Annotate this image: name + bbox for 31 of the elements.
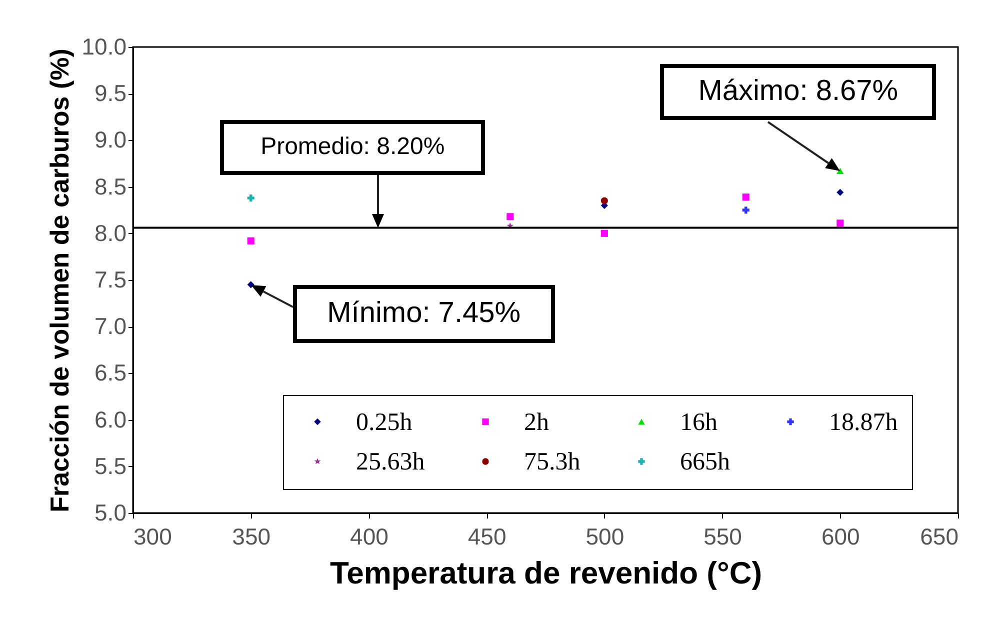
x-tick-label: 500 <box>586 524 624 550</box>
legend-label: 75.3h <box>524 448 581 476</box>
x-tick-label: 450 <box>468 524 506 550</box>
legend-label: 16h <box>680 408 718 436</box>
legend-label: 18.87h <box>829 408 898 436</box>
y-tick-label: 6.5 <box>94 360 126 386</box>
x-tick-label: 300 <box>134 524 172 550</box>
x-tick-label: 650 <box>920 524 958 550</box>
x-tick-label: 350 <box>232 524 271 550</box>
legend-label: 25.63h <box>356 448 426 476</box>
y-tick-label: 7.5 <box>94 266 126 292</box>
y-tick-label: 6.0 <box>94 406 126 432</box>
legend-label: 0.25h <box>356 408 413 436</box>
y-tick-label: 7.0 <box>94 313 126 340</box>
x-axis-title: Temperatura de revenido (°C) <box>330 556 762 590</box>
y-tick-label: 8.5 <box>94 173 126 200</box>
x-tick-label: 400 <box>350 524 388 550</box>
x-tick-label: 600 <box>821 524 860 550</box>
legend-label: 665h <box>680 448 730 476</box>
annotation: Promedio: 8.20% <box>220 120 486 175</box>
x-tick-label: 550 <box>704 524 742 550</box>
y-tick-label: 5.0 <box>94 500 126 526</box>
legend-label: 2h <box>524 408 550 436</box>
y-tick-label: 9.0 <box>94 126 126 153</box>
annotation: Mínimo: 7.45% <box>292 284 555 343</box>
y-tick-label: 10.0 <box>82 34 126 60</box>
y-tick-label: 8.0 <box>94 220 126 246</box>
annotation: Máximo: 8.67% <box>660 64 936 120</box>
y-tick-label: 5.5 <box>94 452 126 479</box>
y-tick-label: 9.5 <box>94 80 126 106</box>
y-axis-title: Fracción de volumen de carburos (%) <box>44 48 75 512</box>
